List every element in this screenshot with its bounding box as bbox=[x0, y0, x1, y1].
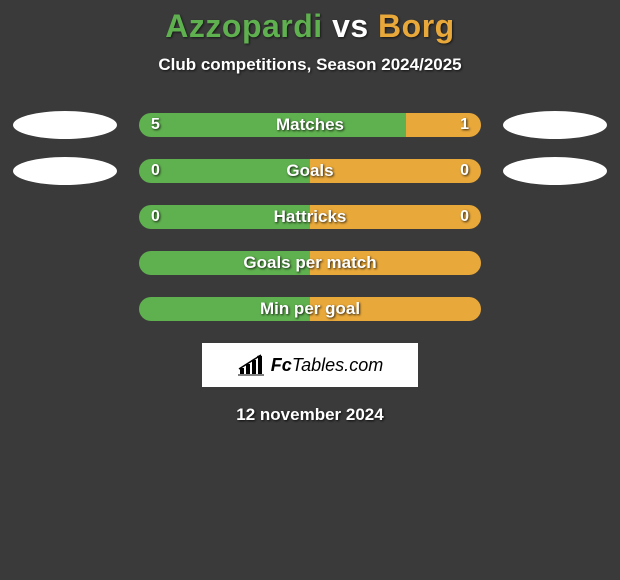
bar-segment-right bbox=[406, 113, 481, 137]
stat-row: 0 0 Goals bbox=[0, 159, 620, 183]
bar-label: Goals per match bbox=[243, 253, 376, 273]
bar-value-left: 5 bbox=[151, 116, 160, 134]
stat-rows: 5 1 Matches 0 0 Goals 0 0 Hattricks Goals per mat… bbox=[0, 113, 620, 321]
avatar-right bbox=[503, 111, 607, 139]
bar-label: Matches bbox=[276, 115, 344, 135]
avatar-left bbox=[13, 157, 117, 185]
logo: FcTables.com bbox=[237, 354, 383, 376]
avatar-placeholder bbox=[503, 249, 607, 277]
bar-value-left: 0 bbox=[151, 208, 160, 226]
avatar-placeholder bbox=[13, 249, 117, 277]
avatar-placeholder bbox=[13, 203, 117, 231]
logo-text: FcTables.com bbox=[271, 355, 383, 376]
bar-value-right: 0 bbox=[460, 162, 469, 180]
bar-segment-right bbox=[310, 159, 481, 183]
avatar-left bbox=[13, 111, 117, 139]
stat-bar: 5 1 Matches bbox=[139, 113, 481, 137]
stat-bar: Min per goal bbox=[139, 297, 481, 321]
avatar-right bbox=[503, 157, 607, 185]
subtitle: Club competitions, Season 2024/2025 bbox=[0, 55, 620, 75]
bar-value-right: 1 bbox=[460, 116, 469, 134]
bar-value-right: 0 bbox=[460, 208, 469, 226]
bar-segment-left bbox=[139, 113, 406, 137]
avatar-placeholder bbox=[503, 295, 607, 323]
logo-box: FcTables.com bbox=[202, 343, 418, 387]
stat-row: 5 1 Matches bbox=[0, 113, 620, 137]
stat-row: Goals per match bbox=[0, 251, 620, 275]
title-player2: Borg bbox=[378, 8, 455, 44]
logo-brand-strong: Fc bbox=[271, 355, 292, 375]
logo-brand-rest: Tables.com bbox=[292, 355, 383, 375]
stat-bar: 0 0 Hattricks bbox=[139, 205, 481, 229]
bar-segment-left bbox=[139, 159, 310, 183]
stat-row: Min per goal bbox=[0, 297, 620, 321]
bar-label: Min per goal bbox=[260, 299, 360, 319]
chart-icon bbox=[237, 354, 265, 376]
stat-row: 0 0 Hattricks bbox=[0, 205, 620, 229]
stat-bar: Goals per match bbox=[139, 251, 481, 275]
comparison-infographic: Azzopardi vs Borg Club competitions, Sea… bbox=[0, 0, 620, 425]
title-player1: Azzopardi bbox=[165, 8, 322, 44]
title-vs: vs bbox=[332, 8, 369, 44]
bar-label: Goals bbox=[286, 161, 333, 181]
bar-label: Hattricks bbox=[274, 207, 347, 227]
avatar-placeholder bbox=[503, 203, 607, 231]
date-label: 12 november 2024 bbox=[0, 405, 620, 425]
page-title: Azzopardi vs Borg bbox=[0, 8, 620, 45]
avatar-placeholder bbox=[13, 295, 117, 323]
stat-bar: 0 0 Goals bbox=[139, 159, 481, 183]
bar-value-left: 0 bbox=[151, 162, 160, 180]
